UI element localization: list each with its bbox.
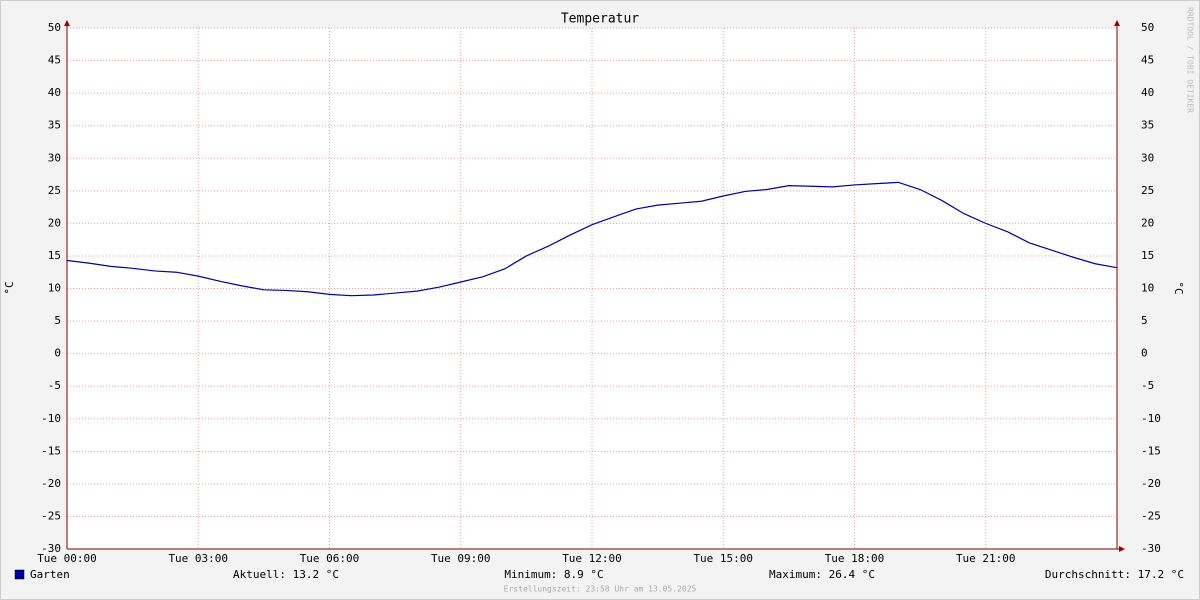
y2-tick-label: 35 [1141, 119, 1154, 132]
y-tick-label: -25 [41, 509, 61, 522]
y-tick-label: 10 [48, 282, 61, 295]
y2-tick-label: -10 [1141, 412, 1161, 425]
arrow [1114, 20, 1120, 26]
x-tick-label: Tue 18:00 [825, 552, 885, 565]
y2-tick-label: 25 [1141, 184, 1154, 197]
y2-tick-label: -5 [1141, 379, 1154, 392]
y2-axis-label: °C [1172, 281, 1185, 294]
y2-tick-label: 50 [1141, 21, 1154, 34]
y2-tick-label: 45 [1141, 54, 1154, 67]
watermark: RRDTOOL / TOBI OETIKER [1186, 7, 1195, 113]
x-tick-label: Tue 15:00 [693, 552, 753, 565]
y2-tick-label: 10 [1141, 282, 1154, 295]
data-line [66, 181, 1118, 297]
y2-tick-label: 20 [1141, 216, 1154, 229]
y-tick-label: -5 [48, 379, 61, 392]
y2-tick-label: -20 [1141, 477, 1161, 490]
stat-max: Maximum: 26.4 °C [769, 568, 875, 581]
y-tick-label: 35 [48, 119, 61, 132]
y-tick-label: -10 [41, 412, 61, 425]
y2-tick-label: -15 [1141, 444, 1161, 457]
y2-tick-label: -25 [1141, 509, 1161, 522]
chart-title: Temperatur [561, 12, 639, 27]
footer: Erstellungszeit: 23:58 Uhr am 13.05.2025 [504, 585, 697, 594]
x-tick-label: Tue 03:00 [168, 552, 228, 565]
y2-tick-label: 40 [1141, 86, 1154, 99]
y-tick-label: -30 [41, 542, 61, 555]
y-tick-label: 40 [48, 86, 61, 99]
arrow [1119, 546, 1125, 552]
y-tick-label: 0 [54, 347, 61, 360]
stat-avg: Durchschnitt: 17.2 °C [1045, 568, 1184, 581]
y-tick-label: 45 [48, 54, 61, 67]
y-tick-label: 5 [54, 314, 61, 327]
x-tick-label: Tue 06:00 [300, 552, 360, 565]
y2-tick-label: 15 [1141, 249, 1154, 262]
y-tick-label: -20 [41, 477, 61, 490]
arrow [64, 20, 70, 26]
x-tick-label: Tue 12:00 [562, 552, 622, 565]
y2-tick-label: -30 [1141, 542, 1161, 555]
y2-tick-label: 0 [1141, 347, 1148, 360]
x-tick-label: Tue 21:00 [956, 552, 1016, 565]
y-tick-label: 30 [48, 151, 61, 164]
y-tick-label: 20 [48, 216, 61, 229]
y2-tick-label: 5 [1141, 314, 1148, 327]
y-tick-label: -15 [41, 444, 61, 457]
y2-tick-label: 30 [1141, 151, 1154, 164]
x-tick-label: Tue 00:00 [37, 552, 97, 565]
stat-current: Aktuell: 13.2 °C [233, 568, 339, 581]
legend-swatch [14, 569, 25, 580]
y-tick-label: 25 [48, 184, 61, 197]
y-tick-label: 15 [48, 249, 61, 262]
stat-min: Minimum: 8.9 °C [504, 568, 603, 581]
x-tick-label: Tue 09:00 [431, 552, 491, 565]
legend-label: Garten [30, 568, 70, 581]
y-axis-label: °C [3, 281, 16, 294]
y-tick-label: 50 [48, 21, 61, 34]
